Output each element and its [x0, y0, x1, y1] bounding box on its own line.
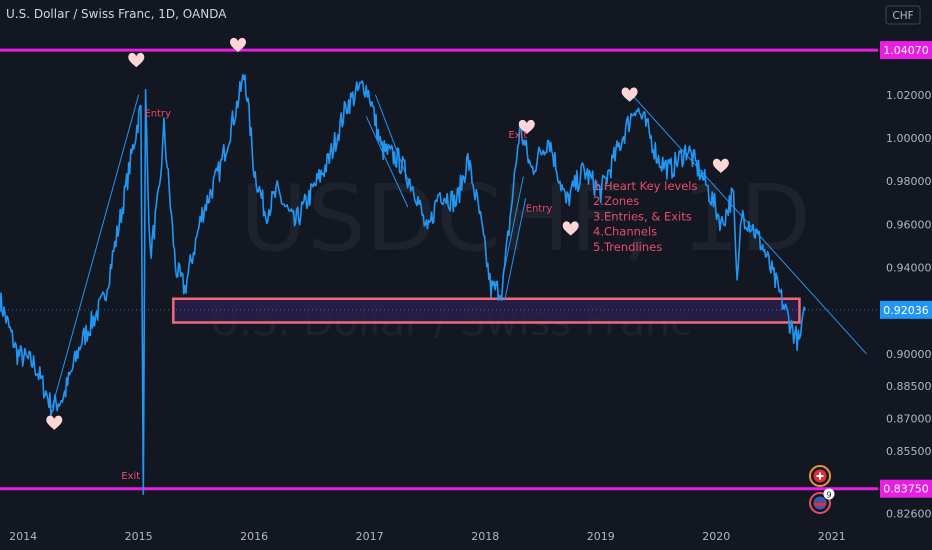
note-item: 1.Heart Key levels — [593, 179, 697, 193]
x-tick-label: 2015 — [125, 530, 153, 543]
trendline-4 — [504, 198, 527, 300]
trendline-0 — [51, 94, 140, 408]
news-badge[interactable] — [809, 465, 831, 487]
annotation-exit: Exit — [121, 471, 140, 482]
heart-icon — [128, 52, 145, 68]
price-label: 1.04070 — [883, 44, 929, 57]
note-item: 2.Zones — [593, 194, 639, 208]
price-series-line — [0, 74, 806, 495]
x-tick-label: 2017 — [356, 530, 384, 543]
chart-title: U.S. Dollar / Swiss Franc, 1D, OANDA — [6, 7, 227, 21]
heart-icon — [562, 221, 579, 236]
y-tick-label: 0.87000 — [886, 413, 932, 426]
y-tick-label: 0.96000 — [886, 218, 932, 231]
price-label-box — [880, 300, 932, 319]
heart-icon — [230, 37, 246, 53]
heart-icon — [46, 415, 63, 430]
x-tick-label: 2019 — [587, 530, 615, 543]
x-tick-label: 2014 — [9, 530, 37, 543]
watermark-symbol: USDCHF, 1D — [240, 165, 811, 272]
note-item: 4.Channels — [593, 225, 657, 239]
y-tick-label: 1.00000 — [886, 132, 932, 145]
y-tick-label: 0.85500 — [886, 445, 932, 458]
trendline-1 — [374, 94, 411, 186]
price-label: 0.83750 — [883, 483, 929, 496]
note-item: 3.Entries, & Exits — [593, 209, 692, 223]
y-tick-label: 0.88500 — [886, 380, 932, 393]
flag-badge[interactable]: 9 — [809, 488, 835, 514]
flag-badge-count: 9 — [826, 491, 831, 500]
currency-button-label: CHF — [892, 10, 913, 22]
x-tick-label: 2018 — [471, 530, 499, 543]
currency-button[interactable]: CHF — [885, 5, 921, 25]
y-tick-label: 0.82600 — [886, 508, 932, 521]
annotation-entry: Entry — [144, 108, 171, 119]
y-tick-label: 0.98000 — [886, 175, 932, 188]
price-label-box — [880, 479, 932, 498]
y-tick-label: 0.90000 — [886, 348, 932, 361]
heart-icon — [712, 158, 729, 173]
annotation-exit: Exit — [508, 130, 527, 141]
heart-icon — [621, 87, 638, 102]
note-item: 5.Trendlines — [593, 240, 662, 254]
price-label: 0.92036 — [883, 304, 929, 317]
support-zone — [172, 297, 801, 324]
heart-icon — [518, 119, 535, 135]
trendline-2 — [365, 116, 409, 208]
x-tick-label: 2020 — [702, 530, 730, 543]
y-tick-label: 0.94000 — [886, 261, 932, 274]
trendline-3 — [502, 176, 524, 279]
x-tick-label: 2016 — [240, 530, 268, 543]
annotation-entry: Entry — [526, 203, 553, 214]
price-label-box — [880, 41, 932, 60]
x-tick-label: 2021 — [818, 530, 846, 543]
y-tick-label: 1.02000 — [886, 89, 932, 102]
